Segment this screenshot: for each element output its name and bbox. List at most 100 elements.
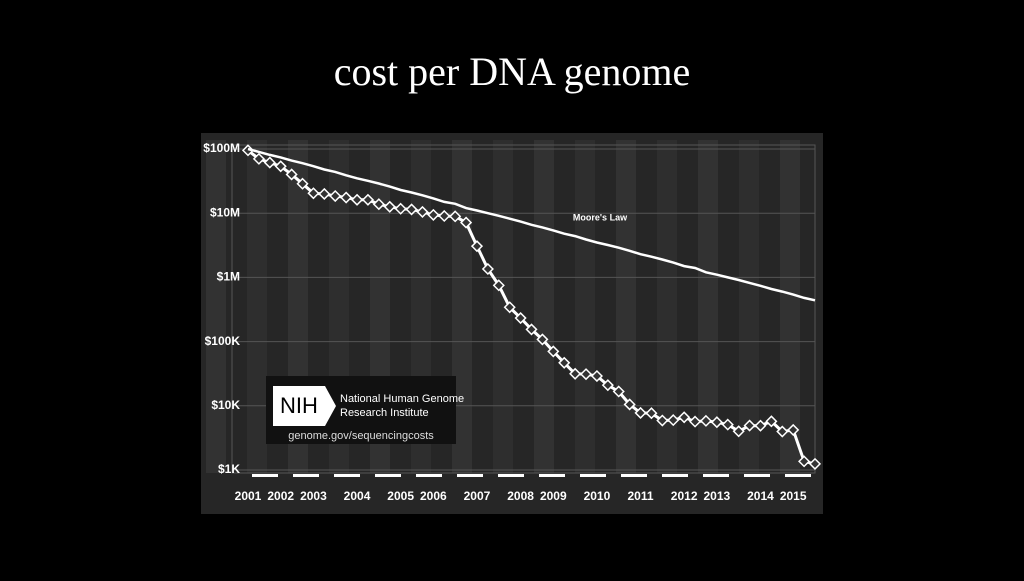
marker [645,407,658,420]
stripe [206,140,226,473]
x-tick-label: 2015 [780,489,807,503]
marker [754,419,767,432]
marker [449,210,462,223]
axis-dash [744,474,770,477]
marker [427,208,440,221]
marker [787,423,800,436]
marker [721,418,734,431]
x-tick-label: 2008 [507,489,534,503]
x-tick-label: 2006 [420,489,447,503]
marker [383,200,396,213]
logo-line: National Human Genome [340,393,464,405]
marker [460,216,473,229]
marker [732,425,745,438]
axis-dash [334,474,360,477]
marker [263,156,276,169]
marker [656,414,669,427]
marker [503,301,516,314]
marker [699,414,713,427]
x-tick-label: 2005 [387,489,414,503]
axis-dash [293,474,319,477]
marker [558,356,571,369]
marker [492,279,505,292]
marker [372,198,385,211]
logo-arrow [325,386,336,426]
marker [579,368,593,381]
axis-dash [621,474,647,477]
marker [514,311,527,325]
x-tick-label: 2013 [704,489,731,503]
stripe [534,140,554,473]
annotation: Moore's Law [573,212,628,222]
marker [765,415,778,428]
x-tick-label: 2010 [584,489,611,503]
marker [634,406,647,419]
stripe [247,140,267,473]
marker [612,385,625,398]
stripe [698,140,718,473]
plot: $1K $10K $100K $1M $10M $100M 2001 2002 2003 2004… [203,141,822,503]
marker [590,369,603,383]
marker [525,323,538,336]
y-tick-label: $100M [203,141,240,155]
stripe [780,140,800,473]
y-tick-label: $100K [205,334,241,348]
marker [470,240,484,253]
marker [743,419,756,432]
marker [710,416,723,429]
marker [405,203,418,216]
x-tick-label: 2003 [300,489,327,503]
y-tick-label: $10M [210,205,240,219]
marker [340,191,353,204]
marker [296,177,309,190]
y-tick-label: $10K [211,398,240,412]
x-tick-label: 2001 [235,489,262,503]
axis-dash [498,474,524,477]
plot-frame [231,144,816,474]
x-tick-label: 2012 [671,489,698,503]
axis-dash [703,474,729,477]
marker [667,414,680,427]
marker [285,168,298,181]
y-tick-label: $1M [217,270,240,284]
logo-badge [273,386,325,426]
axis-dash [662,474,688,477]
slide-title: cost per DNA genome [334,49,691,94]
marker [776,425,789,438]
logo: NIH National Human Genome Research Insti… [266,376,464,444]
marker [547,345,560,358]
series-line [247,147,816,302]
marker [808,457,822,470]
marker [678,411,691,424]
marker [798,455,811,468]
stripe [657,140,677,473]
axis-dash [252,474,278,477]
axis-dash [580,474,606,477]
marker [350,193,364,206]
axis-dash [539,474,565,477]
logo-mark: NIH [280,393,318,418]
stripe [616,140,636,473]
marker [318,187,331,201]
marker [307,187,320,200]
marker [274,160,287,173]
x-tick-label: 2011 [628,489,654,503]
marker [329,189,342,203]
x-tick-label: 2009 [540,489,567,503]
marker [438,209,451,223]
marker [623,398,636,411]
logo-line: Research Institute [340,407,429,419]
y-tick-label: $1K [218,462,240,476]
marker [481,262,494,276]
x-tick-label: 2002 [267,489,294,503]
axis-dash [375,474,401,477]
marker [569,367,582,380]
axis-dash [785,474,811,477]
x-tick-label: 2014 [747,489,774,503]
x-tick-label: 2004 [344,489,371,503]
axis-dash [457,474,483,477]
marker [361,193,375,206]
x-tick-label: 2007 [464,489,491,503]
